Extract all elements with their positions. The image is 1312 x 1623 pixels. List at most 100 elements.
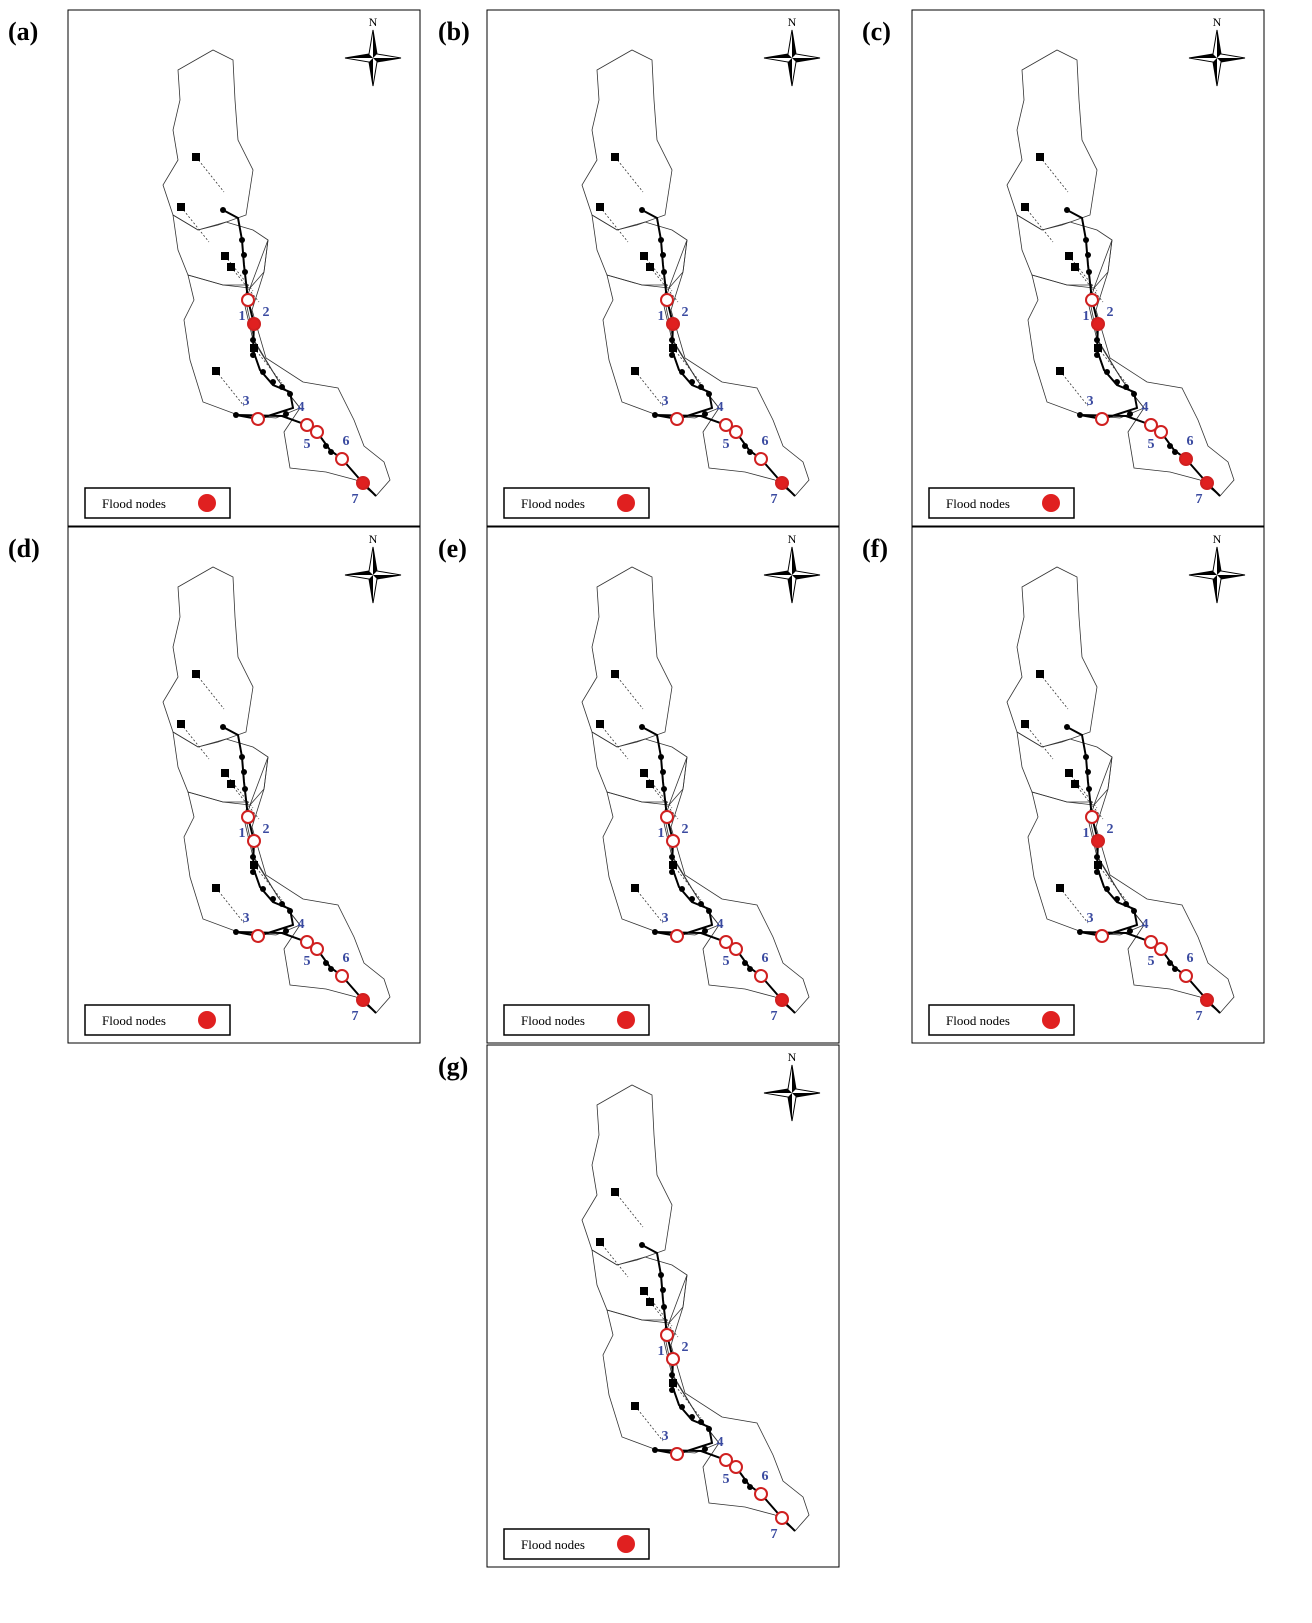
node [754,452,768,466]
junction [1127,411,1133,417]
junction [669,337,675,343]
link-line [253,347,283,384]
node-number: 4 [717,917,724,932]
junction [1077,929,1083,935]
junction [669,854,675,860]
legend-text: Flood nodes [521,496,585,511]
legend-box [928,487,1075,519]
subbasin [581,566,673,748]
node-number: 1 [658,1344,665,1359]
junction [283,411,289,417]
legend-text: Flood nodes [102,1013,166,1028]
panel-label: (a) [8,17,38,46]
node-number: 3 [662,911,669,926]
station [212,884,220,892]
junction [742,1478,748,1484]
compass-shade [345,30,401,86]
node [670,1447,684,1461]
station [596,203,604,211]
link-line [643,772,673,809]
north-label: N [369,15,378,29]
panel-label: (f) [862,534,888,563]
station [640,252,648,260]
panel-frame [67,9,421,527]
junction [660,252,666,258]
compass-shade [1189,30,1245,86]
node [660,293,674,307]
node-number: 1 [658,826,665,841]
panel-label: (d) [8,534,40,563]
node [670,412,684,426]
flood-node [775,476,789,490]
node-number: 1 [1083,309,1090,324]
node-number: 5 [723,954,730,969]
junction [1094,352,1100,358]
junction [639,724,645,730]
node [251,929,265,943]
link-line [180,723,210,760]
node [1179,969,1193,983]
junction [706,1426,712,1432]
junction [250,337,256,343]
panel-frame [486,9,840,527]
junction [328,966,334,972]
flood-node [356,476,370,490]
station [611,153,619,161]
junction [1085,769,1091,775]
panel-frame [911,9,1265,527]
junction [1086,786,1092,792]
junction [661,786,667,792]
station [669,344,677,352]
junction [1085,252,1091,258]
node [241,293,255,307]
junction [679,886,685,892]
north-label: N [788,1050,797,1064]
subbasin [1006,49,1098,231]
junction [1127,928,1133,934]
junction [233,412,239,418]
junction [279,901,285,907]
station [631,367,639,375]
node [719,935,733,949]
link-line [672,1382,702,1419]
panel-frame [486,1044,840,1568]
legend-marker [1042,1011,1060,1029]
junction [689,1414,695,1420]
compass-shade [345,547,401,603]
junction [658,1272,664,1278]
station [221,769,229,777]
node [729,942,743,956]
node-number: 6 [762,434,769,449]
node [1154,425,1168,439]
station [1036,153,1044,161]
junction [702,1446,708,1452]
node [670,929,684,943]
node [310,942,324,956]
junction [702,411,708,417]
node [241,810,255,824]
panel-frame [486,526,840,1044]
station [1036,670,1044,678]
junction [652,1447,658,1453]
junction [1064,207,1070,213]
station [192,153,200,161]
node-number: 6 [762,1469,769,1484]
map-panel: 1 2 3 4 5 6 7 N Flood nodes [67,526,421,1044]
station [177,203,185,211]
node-number: 7 [771,1527,778,1542]
station [631,884,639,892]
junction [1172,966,1178,972]
link-line [253,864,283,901]
link-line [215,887,245,924]
link-line [672,347,702,384]
node [660,810,674,824]
legend-marker [617,1011,635,1029]
junction [1172,449,1178,455]
link-line [195,673,225,710]
junction [270,379,276,385]
node-number: 3 [243,394,250,409]
junction [1131,391,1137,397]
junction [323,443,329,449]
node-number: 3 [243,911,250,926]
node [335,969,349,983]
